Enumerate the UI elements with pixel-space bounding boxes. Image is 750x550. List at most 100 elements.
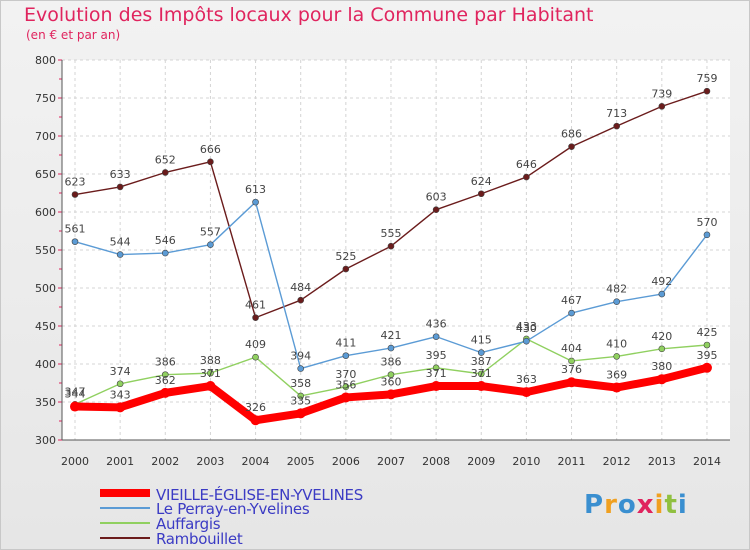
data-label-0-2003: 371 xyxy=(200,367,221,380)
data-label-3-2002: 652 xyxy=(155,153,176,166)
data-point-1-2008 xyxy=(432,333,440,340)
legend-label-rambouillet: Rambouillet xyxy=(156,530,243,548)
data-label-2-2009: 387 xyxy=(471,355,492,368)
data-point-1-2014 xyxy=(703,231,711,239)
data-label-2-2002: 386 xyxy=(155,356,176,369)
data-point-1-2010 xyxy=(523,337,530,345)
data-point-1-2013 xyxy=(658,290,666,298)
data-point-0-2004 xyxy=(250,415,261,426)
y-tick-label-800: 800 xyxy=(35,54,56,67)
data-label-1-2011: 467 xyxy=(561,294,582,307)
data-point-2-2011 xyxy=(568,357,575,365)
data-label-3-2011: 686 xyxy=(561,128,582,141)
data-point-3-2014 xyxy=(703,87,711,95)
data-point-0-2010 xyxy=(521,387,532,398)
data-label-3-2005: 484 xyxy=(290,281,311,294)
x-tick-label-2003: 2003 xyxy=(196,455,224,468)
data-point-3-2010 xyxy=(523,173,530,181)
data-point-3-2000 xyxy=(71,191,79,198)
data-label-0-2010: 363 xyxy=(516,373,537,386)
chart-title: Evolution des Impôts locaux pour la Comm… xyxy=(24,4,594,26)
x-tick-label-2006: 2006 xyxy=(332,455,360,468)
data-label-3-2009: 624 xyxy=(471,175,492,188)
data-label-1-2009: 415 xyxy=(471,334,492,347)
data-point-1-2011 xyxy=(568,309,575,317)
data-label-3-2001: 633 xyxy=(110,168,131,181)
data-point-3-2003 xyxy=(207,158,214,166)
data-label-0-2011: 376 xyxy=(561,363,582,376)
data-label-0-2013: 380 xyxy=(651,360,672,373)
x-tick-label-2008: 2008 xyxy=(422,455,450,468)
x-tick-label-2014: 2014 xyxy=(693,455,721,468)
data-label-1-2004: 613 xyxy=(245,183,266,196)
data-label-2-2007: 386 xyxy=(380,356,401,369)
data-point-2-2003 xyxy=(207,369,214,377)
data-label-1-2006: 411 xyxy=(335,337,356,350)
data-label-3-2013: 739 xyxy=(651,87,672,100)
y-tick-label-400: 400 xyxy=(35,358,56,371)
data-point-2-2004 xyxy=(252,353,259,361)
data-label-3-2007: 555 xyxy=(380,227,401,240)
data-label-2-2003: 388 xyxy=(200,354,221,367)
data-point-0-2000 xyxy=(70,401,80,412)
data-label-0-2007: 360 xyxy=(380,375,401,388)
data-label-1-2007: 421 xyxy=(380,329,401,342)
data-label-1-2000: 561 xyxy=(65,223,86,236)
data-point-1-2009 xyxy=(477,349,485,356)
data-point-0-2012 xyxy=(611,382,622,393)
x-tick-label-2005: 2005 xyxy=(287,455,315,468)
data-label-0-2012: 369 xyxy=(606,369,627,382)
data-point-1-2003 xyxy=(207,241,214,248)
data-label-2-2000: 347 xyxy=(65,385,86,398)
data-label-0-2000: 344 xyxy=(65,388,86,401)
legend-label-le-perray: Le Perray-en-Yvelines xyxy=(156,500,310,518)
data-label-0-2005: 335 xyxy=(290,394,311,407)
data-point-3-2013 xyxy=(658,103,666,110)
data-point-3-2012 xyxy=(613,122,620,130)
data-point-2-2006 xyxy=(342,383,350,391)
data-point-1-2006 xyxy=(342,352,350,359)
data-point-2-2008 xyxy=(432,364,440,372)
data-point-3-2011 xyxy=(568,143,575,150)
data-point-3-2004 xyxy=(252,314,259,321)
x-tick-label-2002: 2002 xyxy=(151,455,179,468)
y-tick-label-500: 500 xyxy=(35,282,56,295)
data-point-1-2005 xyxy=(297,365,305,372)
data-point-1-2007 xyxy=(387,344,395,352)
data-point-1-2000 xyxy=(71,238,79,245)
data-point-1-2002 xyxy=(161,249,169,257)
x-tick-label-2012: 2012 xyxy=(603,455,631,468)
data-point-2-2013 xyxy=(658,345,666,353)
data-point-3-2008 xyxy=(432,206,440,214)
data-point-1-2001 xyxy=(116,251,124,258)
data-point-0-2008 xyxy=(431,381,442,392)
data-point-3-2006 xyxy=(342,265,350,273)
data-point-2-2005 xyxy=(297,392,305,400)
y-tick-label-350: 350 xyxy=(35,396,56,409)
legend-label-auffargis: Auffargis xyxy=(156,515,221,533)
data-label-2-2004: 409 xyxy=(245,338,266,351)
data-label-3-2006: 525 xyxy=(335,250,356,263)
data-label-3-2010: 646 xyxy=(516,158,537,171)
data-point-2-2002 xyxy=(161,371,169,378)
data-label-1-2001: 544 xyxy=(110,236,131,249)
data-label-2-2006: 370 xyxy=(335,368,356,381)
data-point-3-2002 xyxy=(161,169,169,176)
data-point-1-2012 xyxy=(613,298,620,305)
data-label-0-2004: 326 xyxy=(245,401,266,414)
data-label-3-2004: 461 xyxy=(245,299,266,312)
data-point-3-2001 xyxy=(116,183,124,191)
data-label-1-2008: 436 xyxy=(426,318,447,331)
data-label-2-2013: 420 xyxy=(651,330,672,343)
data-label-2-2005: 358 xyxy=(290,377,311,390)
chart-subtitle: (en € et par an) xyxy=(26,28,121,42)
data-label-0-2014: 395 xyxy=(696,349,717,362)
data-label-0-2009: 371 xyxy=(471,367,492,380)
data-label-1-2005: 394 xyxy=(290,350,311,363)
x-tick-label-2000: 2000 xyxy=(61,455,89,468)
data-point-0-2006 xyxy=(340,392,351,403)
x-tick-label-2010: 2010 xyxy=(512,455,540,468)
x-tick-label-2011: 2011 xyxy=(558,455,586,468)
data-point-0-2003 xyxy=(205,381,216,392)
y-tick-label-450: 450 xyxy=(35,320,56,333)
